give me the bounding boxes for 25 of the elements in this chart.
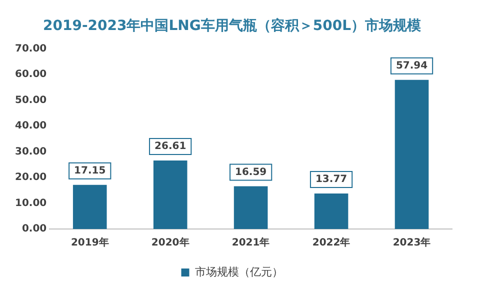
data-label: 57.94	[396, 60, 428, 72]
y-tick-label: 30.00	[14, 146, 47, 158]
data-label: 26.61	[154, 141, 186, 152]
y-tick-label: 20.00	[14, 172, 47, 184]
x-tick-label: 2020年	[151, 236, 190, 249]
data-label: 16.59	[234, 166, 267, 178]
bar	[153, 160, 188, 229]
y-tick-label: 0.00	[22, 224, 47, 235]
y-tick-label: 60.00	[14, 69, 47, 80]
legend-label: 市场规模（亿元）	[194, 265, 283, 278]
data-label: 17.15	[74, 165, 106, 176]
y-tick-label: 70.00	[14, 43, 47, 54]
chart-title: 2019-2023年中国LNG车用气瓶（容积＞500L）市场规模	[42, 17, 422, 34]
x-tick-label: 2019年	[70, 236, 109, 249]
x-tick-label: 2023年	[392, 236, 431, 249]
data-label: 13.77	[315, 174, 348, 186]
y-tick-label: 40.00	[14, 120, 47, 132]
y-tick-label: 50.00	[14, 94, 47, 106]
bar	[314, 194, 348, 229]
bar	[234, 186, 268, 229]
bar	[72, 184, 107, 229]
x-tick-label: 2022年	[312, 236, 350, 249]
bar	[394, 80, 429, 229]
y-tick-label: 10.00	[14, 198, 47, 209]
x-tick-label: 2021年	[232, 236, 270, 249]
